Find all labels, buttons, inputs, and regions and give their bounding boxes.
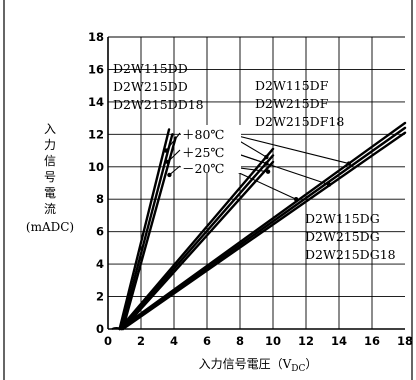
arrowhead-dd-1 — [165, 159, 170, 165]
group-labels-df: D2W115DF D2W215DF D2W215DF18 — [255, 78, 344, 129]
x-tick-label-10: 10 — [265, 334, 281, 348]
y-tick-label-18: 18 — [88, 30, 104, 44]
group-labels-dd: D2W115DD D2W215DD D2W215DD18 — [113, 61, 204, 112]
x-tick-label-12: 12 — [298, 334, 314, 348]
temperature-label-backdrop — [181, 125, 241, 173]
y-tick-label-4: 4 — [96, 257, 104, 271]
arrow-dd-1 — [167, 149, 181, 163]
y-tick-label-8: 8 — [96, 192, 104, 206]
temp-label-25: ＋25℃ — [182, 145, 224, 160]
label-d2w115dd: D2W115DD — [113, 61, 188, 76]
arrowhead-dg-2 — [293, 197, 299, 202]
arrowhead-dd-2 — [167, 172, 172, 178]
y-tick-label-0: 0 — [96, 322, 104, 336]
series-lines — [111, 121, 407, 331]
arrowhead-dg-1 — [326, 182, 332, 187]
x-tick-label-6: 6 — [203, 334, 211, 348]
origin-knee — [111, 327, 122, 330]
series-line-df-1 — [119, 154, 275, 331]
label-d2w115dg: D2W115DG — [305, 211, 380, 226]
x-axis-label: 入力信号電圧（VDC） — [199, 357, 318, 374]
arrow-dg-0 — [225, 132, 350, 165]
y-tick-label-2: 2 — [96, 290, 104, 304]
x-tick-label-14: 14 — [331, 334, 347, 348]
series-line-dg-0 — [118, 121, 407, 331]
arrow-dg-1 — [225, 149, 330, 186]
ylabel-unit: (mADC) — [26, 220, 74, 234]
ylabel-char-0: 入 — [44, 122, 56, 136]
ylabel-char-2: 信 — [44, 154, 56, 168]
label-d2w215dd: D2W215DD — [113, 79, 188, 94]
group-labels-dg: D2W115DG D2W215DG D2W215DG18 — [305, 211, 396, 262]
temperature-labels: ＋80℃ ＋25℃ －20℃ — [181, 125, 241, 176]
x-tick-label-18: 18 — [397, 334, 413, 348]
x-tick-label-4: 4 — [170, 334, 178, 348]
arrow-dd-2 — [169, 165, 181, 176]
x-tick-label-0: 0 — [104, 334, 112, 348]
series-line-dg-1 — [119, 126, 407, 331]
ylabel-char-3: 号 — [44, 170, 56, 184]
y-tick-label-14: 14 — [88, 95, 104, 109]
ylabel-char-4: 電 — [44, 186, 56, 200]
label-d2w215dd18: D2W215DD18 — [113, 97, 204, 112]
label-d2w215df18: D2W215DF18 — [255, 114, 344, 129]
label-d2w215dg18: D2W215DG18 — [305, 247, 396, 262]
series-line-dd-1 — [119, 133, 174, 331]
arrow-dd-0 — [165, 132, 181, 151]
y-axis-label: 入 力 信 号 電 流 (mADC) — [26, 122, 74, 234]
x-tick-label-8: 8 — [236, 334, 244, 348]
tick-labels: 0 2 4 6 8 10 12 14 16 18 0 2 4 6 8 10 12 14 16 18 — [88, 30, 413, 348]
label-d2w215dg: D2W215DG — [305, 229, 380, 244]
x-tick-label-2: 2 — [137, 334, 145, 348]
series-line-df-0 — [118, 147, 275, 331]
series-line-dd-2 — [121, 136, 177, 331]
temp-label-neg20: －20℃ — [182, 161, 224, 176]
label-d2w115df: D2W115DF — [255, 78, 329, 93]
y-tick-label-16: 16 — [88, 62, 104, 76]
ylabel-char-1: 力 — [44, 138, 56, 152]
y-tick-label-6: 6 — [96, 225, 104, 239]
y-tick-label-10: 10 — [88, 160, 104, 174]
series-line-df-2 — [121, 160, 275, 331]
series-line-dg-2 — [121, 131, 407, 331]
arrowhead-df-2 — [265, 169, 271, 174]
arrowhead-dg-0 — [346, 161, 352, 166]
x-tick-label-16: 16 — [364, 334, 380, 348]
series-line-dd-0 — [118, 128, 171, 331]
arrowhead-df-0 — [264, 154, 269, 160]
label-d2w215df: D2W215DF — [255, 96, 329, 111]
ylabel-char-5: 流 — [44, 202, 56, 216]
axes — [107, 36, 405, 330]
temp-label-80: ＋80℃ — [182, 127, 224, 142]
y-tick-label-12: 12 — [88, 127, 104, 141]
arrowhead-dd-0 — [163, 148, 169, 153]
